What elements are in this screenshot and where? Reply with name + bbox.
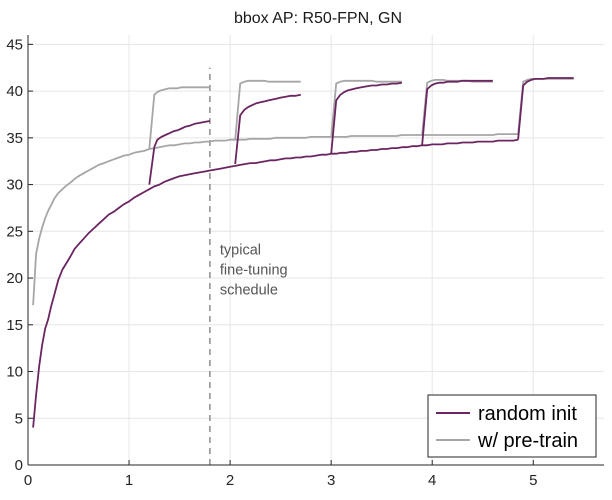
annotation-line-text-2: schedule <box>220 283 278 299</box>
y-tick-label-10: 10 <box>6 364 23 381</box>
y-tick-label-0: 0 <box>15 457 23 474</box>
annotation: typical fine-tuning schedule <box>209 67 288 465</box>
legend-box <box>427 394 597 458</box>
x-tick-label-1: 1 <box>125 472 133 489</box>
series-1-segment-1 <box>148 86 210 150</box>
series-1-segment-0 <box>32 133 519 306</box>
series-0-segment-1 <box>148 120 211 185</box>
y-tick-label-25: 25 <box>6 223 23 240</box>
x-tick-label-2: 2 <box>226 472 234 489</box>
y-tick-label-35: 35 <box>6 130 23 147</box>
series-1-segment-5 <box>517 78 574 135</box>
series-0-segment-2 <box>234 93 301 165</box>
y-tick-label-15: 15 <box>6 317 23 334</box>
x-tick-label-5: 5 <box>529 472 537 489</box>
annotation-line-text-1: fine-tuning <box>220 263 288 279</box>
series-0-segment-4 <box>421 79 493 146</box>
x-tick-label-3: 3 <box>327 472 335 489</box>
x-tick-label-4: 4 <box>428 472 436 489</box>
series-1-segment-3 <box>330 79 402 137</box>
y-tick-label-5: 5 <box>15 410 23 427</box>
y-tick-label-45: 45 <box>6 36 23 53</box>
series-1-segment-2 <box>234 79 301 140</box>
series-0-segment-3 <box>330 81 403 154</box>
annotation-line-text-0: typical <box>220 243 261 259</box>
chart-title: bbox AP: R50-FPN, GN <box>234 10 402 27</box>
series-0-segment-0 <box>32 138 519 428</box>
legend: random init w/ pre-train <box>427 394 597 458</box>
annotation-text: typical fine-tuning schedule <box>220 243 288 299</box>
y-tick-label-30: 30 <box>6 177 23 194</box>
y-tick-label-40: 40 <box>6 83 23 100</box>
legend-label-random-init: random init <box>478 403 577 425</box>
x-tick-label-0: 0 <box>24 472 32 489</box>
series-0-segment-5 <box>517 77 574 140</box>
series <box>32 77 574 428</box>
y-tick-label-20: 20 <box>6 270 23 287</box>
legend-label-pre-train: w/ pre-train <box>477 430 578 452</box>
